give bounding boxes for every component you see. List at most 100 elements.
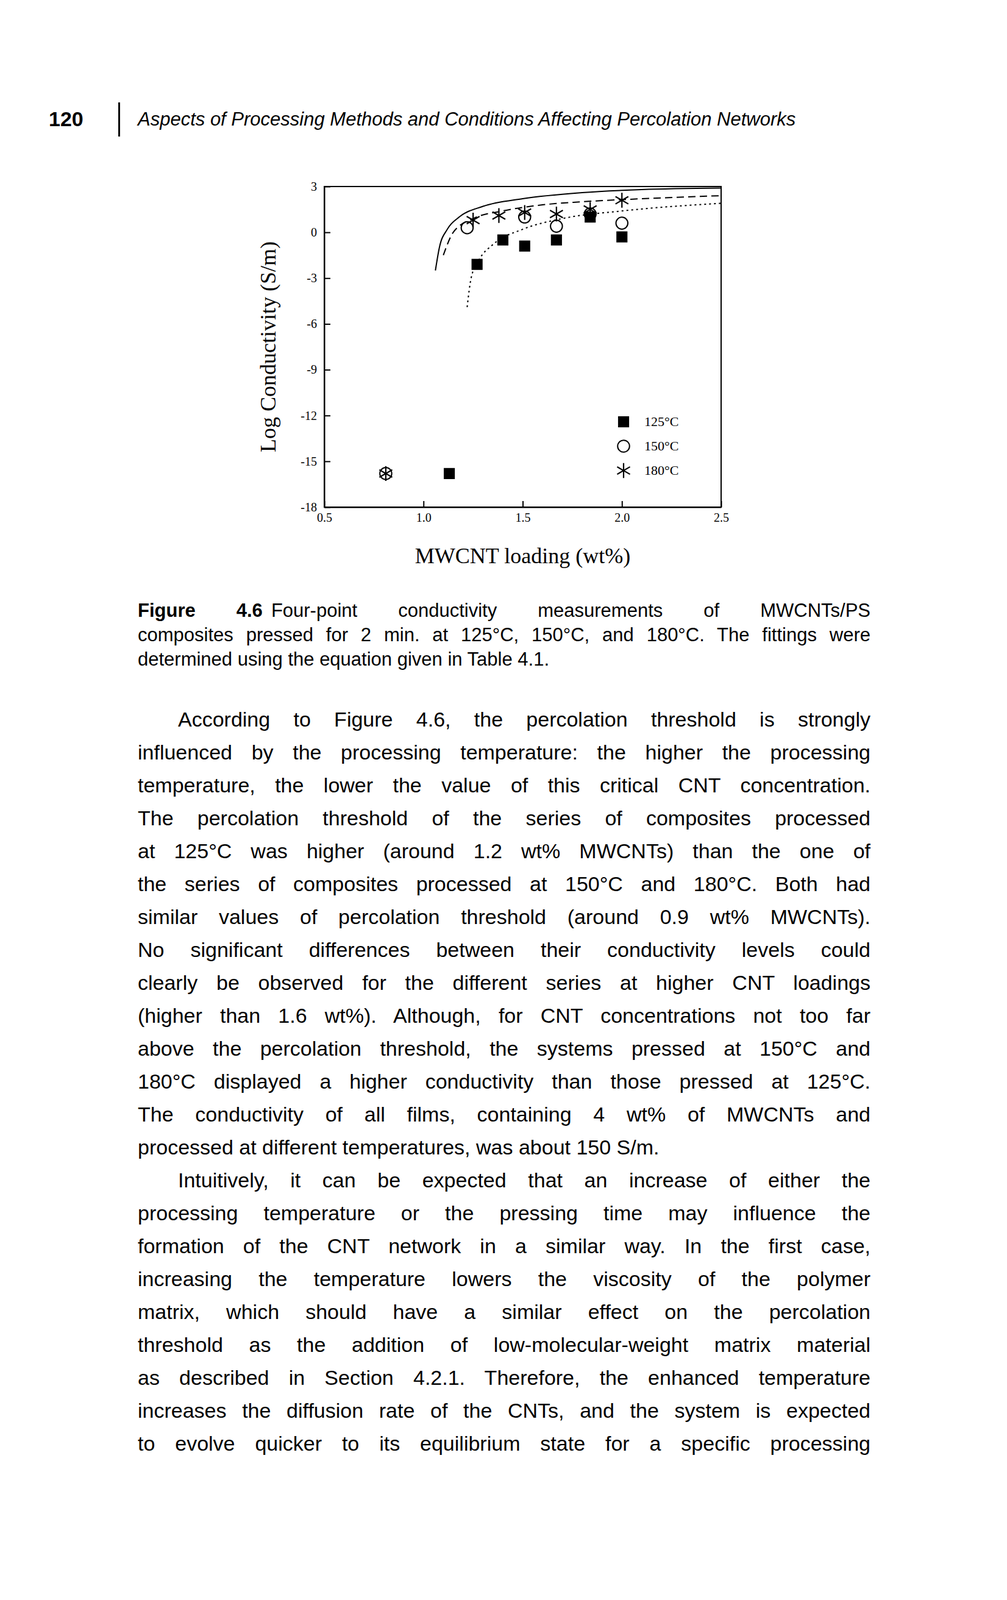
text-line: the series of composites processed at 15… <box>137 867 871 901</box>
legend-marker <box>617 440 630 453</box>
paragraph: Intuitively, it can be expected that an … <box>137 1163 871 1460</box>
text-line: increasing the temperature lowers the vi… <box>137 1262 871 1296</box>
x-tick-label: 2.5 <box>713 510 730 525</box>
text-line: processing temperature or the pressing t… <box>137 1196 871 1230</box>
x-tick-label: 1.0 <box>416 510 432 525</box>
x-tick-mark <box>721 501 723 508</box>
text-line: threshold as the addition of low-molecul… <box>137 1328 871 1362</box>
y-tick-label: -15 <box>300 454 317 469</box>
fit-line <box>466 203 722 308</box>
y-axis-title: Log Conductivity (S/m) <box>256 241 281 453</box>
y-tick: -6 <box>306 316 331 331</box>
y-tick: 0 <box>310 225 331 239</box>
y-tick-mark <box>324 369 331 371</box>
legend-marker <box>618 416 630 428</box>
fit-line <box>443 195 722 256</box>
data-point <box>471 259 483 271</box>
x-tick-label: 0.5 <box>316 510 333 525</box>
y-tick-label: -9 <box>306 362 317 377</box>
page-number: 120 <box>48 107 84 132</box>
paragraph: According to Figure 4.6, the percolation… <box>137 702 871 1164</box>
x-tick: 2.5 <box>713 501 730 525</box>
data-point <box>551 234 563 246</box>
data-point <box>443 468 455 480</box>
x-tick-label: 1.5 <box>515 510 531 525</box>
text-line: 180°C displayed a higher conductivity th… <box>137 1064 871 1098</box>
y-tick-label: 3 <box>310 179 317 194</box>
legend: 125°C 150°C 180°C <box>616 413 679 478</box>
y-tick: -15 <box>300 454 331 469</box>
text-line: influenced by the processing temperature… <box>137 735 871 769</box>
fit-line <box>435 188 722 271</box>
y-tick-mark <box>324 277 331 280</box>
x-axis-title: MWCNT loading (wt%) <box>415 543 631 569</box>
text-line: as described in Section 4.2.1. Therefore… <box>137 1361 871 1395</box>
x-tick-label: 2.0 <box>614 510 630 525</box>
data-point <box>519 240 531 252</box>
data-point <box>492 207 506 223</box>
data-point <box>583 201 597 217</box>
plot-frame <box>324 186 722 508</box>
text-line: processed at different temperatures, was… <box>137 1130 871 1164</box>
x-axis: 0.5 1.0 1.5 2.0 2.5 <box>316 501 730 525</box>
y-tick-label: -3 <box>306 271 317 285</box>
data-point <box>615 217 628 230</box>
y-tick: 3 <box>310 179 331 194</box>
text-line: formation of the CNT network in a simila… <box>137 1229 871 1263</box>
data-point <box>549 206 563 222</box>
y-tick-mark <box>324 507 331 509</box>
text-line: clearly be observed for the different se… <box>137 966 871 1000</box>
y-tick-label: 0 <box>310 225 317 239</box>
caption-text: Four-point conductivity measurements of … <box>271 599 871 622</box>
text-line: The percolation threshold of the series … <box>137 801 871 835</box>
caption-line: composites pressed for 2 min. at 125°C, … <box>137 622 871 648</box>
y-tick-mark <box>324 232 331 234</box>
text-line: temperature, the lower the value of this… <box>137 768 871 802</box>
y-tick: -3 <box>306 271 331 285</box>
caption-label: Figure 4.6 <box>137 599 263 622</box>
text-line: to evolve quicker to its equilibrium sta… <box>137 1426 871 1460</box>
y-tick-mark <box>324 186 331 188</box>
x-tick: 1.0 <box>416 501 432 525</box>
y-tick-mark <box>324 460 331 463</box>
x-tick-mark <box>522 501 524 508</box>
figure: 0.5 1.0 1.5 2.0 2.5 3 0 -3 -6 -9 -12 -15 -18 MWCNT lo… <box>0 0 1007 586</box>
y-tick: -12 <box>300 409 331 423</box>
caption-text: determined using the equation given in T… <box>137 648 550 670</box>
caption-line: determined using the equation given in T… <box>137 647 871 672</box>
plot-marks <box>379 188 722 482</box>
text-line: similar values of percolation threshold … <box>137 900 871 934</box>
y-tick-mark <box>324 415 331 417</box>
caption: Figure 4.6 Four-point conductivity measur… <box>137 598 871 672</box>
y-axis: 3 0 -3 -6 -9 -12 -15 -18 <box>300 179 331 514</box>
text-line: increases the diffusion rate of the CNTs… <box>137 1394 871 1427</box>
x-tick-mark <box>423 501 425 508</box>
x-tick: 1.5 <box>515 501 531 525</box>
header-rule <box>118 102 121 137</box>
y-axis-line <box>324 187 326 508</box>
data-point <box>497 234 509 246</box>
text-line: No significant differences between their… <box>137 933 871 967</box>
caption-line: Figure 4.6 Four-point conductivity measur… <box>137 598 871 623</box>
y-tick: -9 <box>306 362 331 377</box>
data-point <box>466 212 480 228</box>
text-line: According to Figure 4.6, the percolation… <box>137 702 871 736</box>
text-line: above the percolation threshold, the sys… <box>137 1031 871 1065</box>
x-tick-mark <box>621 501 623 508</box>
legend-label: 125°C <box>644 413 679 430</box>
y-tick-label: -18 <box>300 500 317 514</box>
y-tick-label: -6 <box>306 316 317 331</box>
text-line: Intuitively, it can be expected that an … <box>137 1163 871 1197</box>
text-line: The conductivity of all films, containin… <box>137 1097 871 1131</box>
legend-label: 150°C <box>644 438 679 454</box>
data-point <box>379 466 392 481</box>
text-line: at 125°C was higher (around 1.2 wt% MWCN… <box>137 834 871 868</box>
x-tick: 2.0 <box>614 501 630 525</box>
legend-marker <box>616 463 630 478</box>
y-tick: -18 <box>300 500 331 514</box>
legend-label: 180°C <box>644 462 679 478</box>
caption-text: composites pressed for 2 min. at 125°C, … <box>137 624 871 646</box>
y-tick-label: -12 <box>300 409 317 423</box>
text-line: (higher than 1.6 wt%). Although, for CNT… <box>137 999 871 1032</box>
y-tick-mark <box>324 323 331 325</box>
